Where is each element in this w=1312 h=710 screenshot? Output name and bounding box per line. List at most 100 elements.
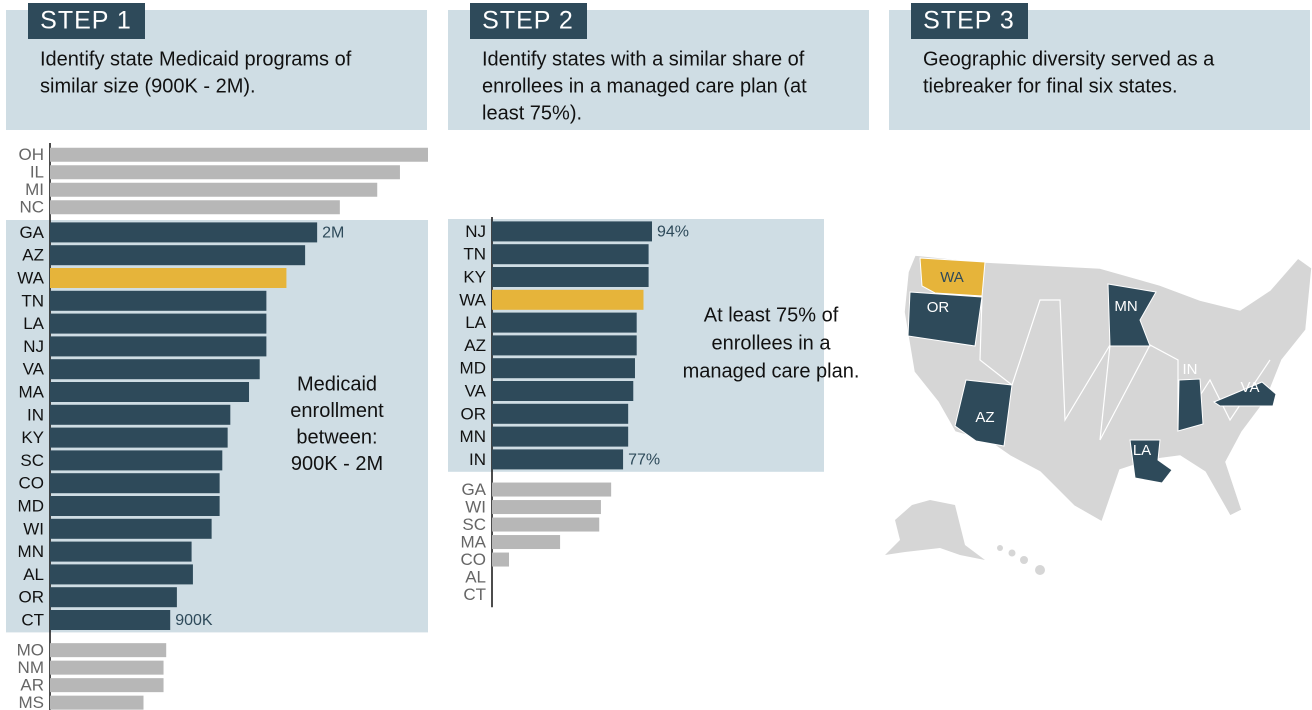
category-label: TN	[463, 245, 486, 264]
annotation: enrollment	[290, 400, 384, 422]
bar	[492, 426, 629, 447]
selection-box	[6, 220, 428, 633]
category-label: NM	[18, 658, 44, 677]
step-tag	[911, 3, 1028, 39]
bar	[50, 427, 228, 448]
category-label: SC	[20, 451, 44, 470]
category-label: LA	[23, 314, 44, 333]
bar	[50, 678, 164, 693]
category-label: MN	[18, 542, 44, 561]
category-label: TN	[21, 291, 44, 310]
bar	[50, 564, 193, 585]
bar	[50, 182, 378, 197]
category-label: WA	[17, 268, 44, 287]
category-label: SC	[462, 515, 486, 534]
category-label: MN	[460, 427, 486, 446]
category-label: WA	[459, 290, 486, 309]
category-label: AL	[23, 565, 44, 584]
bar	[50, 147, 428, 162]
category-label: KY	[21, 428, 44, 447]
step-label: STEP 3	[923, 7, 1015, 35]
state-or	[907, 291, 983, 347]
category-label: MO	[17, 641, 44, 660]
category-label: AZ	[22, 246, 44, 265]
category-label: CT	[21, 610, 44, 629]
value-label: 77%	[628, 452, 660, 469]
bar	[50, 165, 400, 180]
bar	[50, 643, 167, 658]
category-label: LA	[465, 313, 486, 332]
bar	[50, 695, 144, 710]
category-label: NJ	[23, 337, 44, 356]
step-text: Identify state Medicaid programs of	[40, 48, 352, 70]
value-label: 900K	[175, 612, 213, 629]
category-label: AZ	[464, 336, 486, 355]
value-label: 94%	[657, 224, 689, 241]
annotation: managed care plan.	[683, 360, 860, 382]
category-label: VA	[23, 360, 45, 379]
annotation: between:	[296, 426, 377, 448]
category-label: OR	[19, 588, 45, 607]
state-label: LA	[1133, 442, 1151, 459]
category-label: MD	[18, 496, 44, 515]
category-label: CO	[19, 474, 45, 493]
bar	[50, 473, 220, 494]
bar	[50, 660, 164, 675]
category-label: MD	[460, 359, 486, 378]
bar	[50, 382, 250, 402]
annotation: Medicaid	[297, 373, 377, 395]
bar	[492, 267, 649, 287]
bar	[50, 404, 231, 425]
category-label: MI	[25, 180, 44, 199]
category-label: NC	[19, 198, 44, 217]
bar	[492, 517, 600, 532]
step-text: similar size (900K - 2M).	[40, 75, 256, 97]
category-label: IL	[30, 163, 44, 182]
bar	[492, 221, 652, 242]
category-label: AL	[465, 568, 486, 587]
category-label: NJ	[465, 222, 486, 241]
state-label: OR	[927, 299, 950, 316]
bar	[492, 244, 649, 265]
step-text: Geographic diversity served as a	[923, 48, 1215, 70]
state-label: AZ	[975, 409, 994, 426]
category-label: VA	[465, 381, 487, 400]
category-label: IN	[27, 405, 44, 424]
map-mainland	[903, 254, 1312, 524]
category-label: MS	[19, 693, 45, 710]
bar	[50, 496, 220, 516]
bar	[492, 335, 637, 356]
bar	[50, 313, 267, 334]
state-in	[1177, 378, 1204, 432]
bar	[492, 381, 634, 401]
map-alaska	[885, 500, 985, 560]
state-la	[1129, 439, 1173, 484]
bar	[50, 245, 306, 266]
state-label: MN	[1114, 298, 1137, 315]
step-text: enrollees in a managed care plan (at	[482, 75, 807, 97]
map-hawaii	[997, 545, 1045, 575]
step-text: tiebreaker for final six states.	[923, 75, 1178, 97]
category-label: GA	[19, 223, 44, 242]
bar	[492, 535, 561, 550]
bar	[492, 289, 644, 310]
step-tag	[28, 3, 145, 39]
bar	[50, 541, 192, 562]
state-label: IN	[1183, 361, 1198, 378]
category-label: KY	[463, 267, 486, 286]
bar	[50, 359, 260, 380]
value-label: 2M	[322, 225, 344, 242]
state-wa	[919, 257, 986, 297]
bar	[492, 552, 510, 567]
bar	[50, 518, 212, 539]
step-tag	[470, 3, 587, 39]
bar	[492, 449, 624, 470]
category-label: WI	[23, 519, 44, 538]
us-map	[885, 254, 1312, 575]
category-label: CO	[461, 550, 487, 569]
bar	[50, 268, 287, 288]
step-text: least 75%).	[482, 102, 582, 124]
category-label: OH	[19, 145, 45, 164]
state-label: VA	[1241, 379, 1260, 396]
